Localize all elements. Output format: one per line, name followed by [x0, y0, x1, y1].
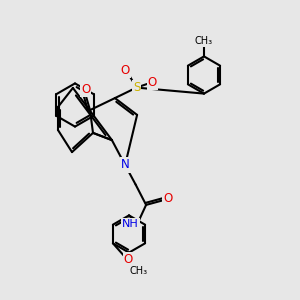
- Text: O: O: [124, 253, 133, 266]
- Text: CH₃: CH₃: [195, 36, 213, 46]
- Text: N: N: [121, 158, 130, 172]
- Text: O: O: [148, 76, 157, 89]
- Text: CH₃: CH₃: [129, 266, 148, 276]
- Text: O: O: [164, 192, 172, 206]
- Text: O: O: [81, 82, 90, 96]
- Text: S: S: [133, 81, 140, 94]
- Text: O: O: [121, 64, 130, 77]
- Text: NH: NH: [122, 219, 139, 230]
